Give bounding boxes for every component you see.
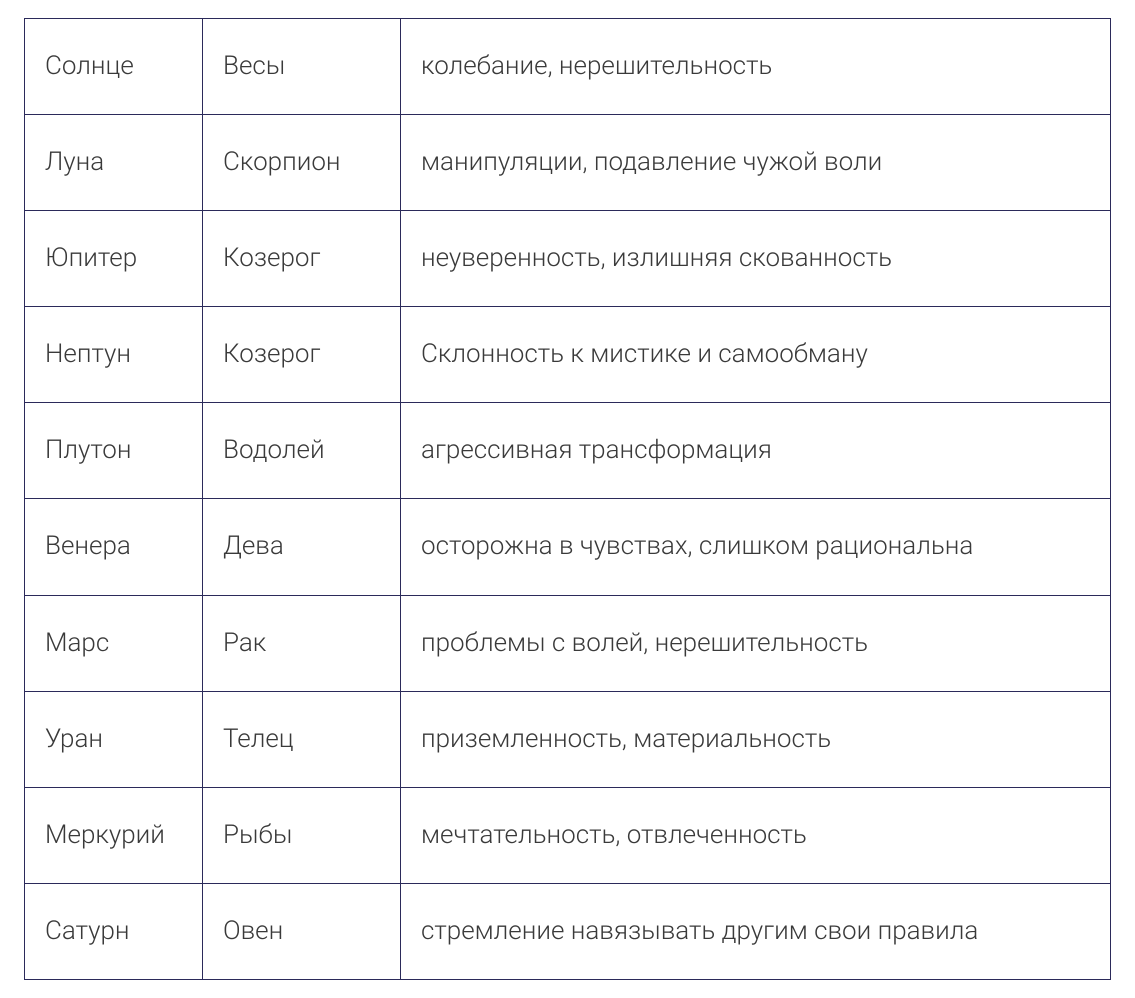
cell-planet: Солнце <box>25 19 203 115</box>
cell-planet: Луна <box>25 115 203 211</box>
cell-description: неуверенность, излишняя скованность <box>401 211 1111 307</box>
cell-planet: Уран <box>25 691 203 787</box>
cell-planet: Сатурн <box>25 883 203 979</box>
cell-sign: Рак <box>203 595 401 691</box>
cell-planet: Меркурий <box>25 787 203 883</box>
astrology-table: Солнце Весы колебание, нерешительность Л… <box>24 18 1111 980</box>
table-row: Меркурий Рыбы мечтательность, отвлеченно… <box>25 787 1111 883</box>
cell-sign: Весы <box>203 19 401 115</box>
cell-sign: Телец <box>203 691 401 787</box>
cell-planet: Юпитер <box>25 211 203 307</box>
cell-sign: Овен <box>203 883 401 979</box>
cell-planet: Марс <box>25 595 203 691</box>
cell-description: мечтательность, отвлеченность <box>401 787 1111 883</box>
cell-description: проблемы с волей, нерешительность <box>401 595 1111 691</box>
table-body: Солнце Весы колебание, нерешительность Л… <box>25 19 1111 980</box>
cell-description: манипуляции, подавление чужой воли <box>401 115 1111 211</box>
table-row: Плутон Водолей агрессивная трансформация <box>25 403 1111 499</box>
table-row: Сатурн Овен стремление навязывать другим… <box>25 883 1111 979</box>
table-row: Уран Телец приземленность, материальност… <box>25 691 1111 787</box>
cell-sign: Водолей <box>203 403 401 499</box>
cell-description: стремление навязывать другим свои правил… <box>401 883 1111 979</box>
cell-planet: Нептун <box>25 307 203 403</box>
cell-sign: Рыбы <box>203 787 401 883</box>
cell-planet: Плутон <box>25 403 203 499</box>
table-row: Марс Рак проблемы с волей, нерешительнос… <box>25 595 1111 691</box>
cell-sign: Козерог <box>203 307 401 403</box>
cell-sign: Козерог <box>203 211 401 307</box>
cell-sign: Дева <box>203 499 401 595</box>
cell-sign: Скорпион <box>203 115 401 211</box>
table-row: Венера Дева осторожна в чувствах, слишко… <box>25 499 1111 595</box>
table-row: Луна Скорпион манипуляции, подавление чу… <box>25 115 1111 211</box>
table-row: Солнце Весы колебание, нерешительность <box>25 19 1111 115</box>
cell-description: агрессивная трансформация <box>401 403 1111 499</box>
cell-description: колебание, нерешительность <box>401 19 1111 115</box>
cell-planet: Венера <box>25 499 203 595</box>
cell-description: приземленность, материальность <box>401 691 1111 787</box>
cell-description: Склонность к мистике и самообману <box>401 307 1111 403</box>
table-row: Нептун Козерог Склонность к мистике и са… <box>25 307 1111 403</box>
cell-description: осторожна в чувствах, слишком рациональн… <box>401 499 1111 595</box>
table-row: Юпитер Козерог неуверенность, излишняя с… <box>25 211 1111 307</box>
